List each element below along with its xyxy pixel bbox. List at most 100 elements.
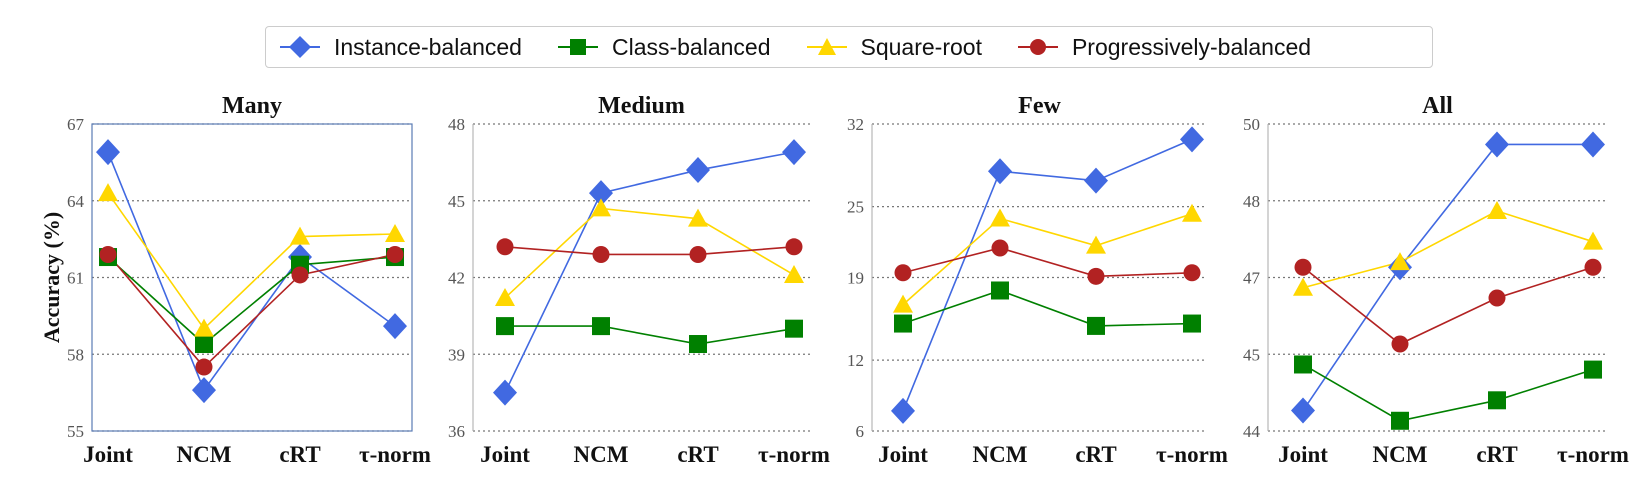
diamond-marker-icon [280, 36, 320, 58]
data-point-diamond [383, 313, 407, 340]
data-point-triangle [1182, 203, 1202, 222]
data-point-circle [592, 245, 610, 263]
series-line-square [902, 289, 1193, 327]
series-line-triangle [1302, 210, 1594, 289]
x-tick-label: cRT [677, 442, 718, 467]
data-point-triangle [1390, 252, 1410, 271]
x-tick-label: τ-norm [1557, 442, 1629, 467]
data-point-diamond [1084, 167, 1108, 194]
y-tick-label: 67 [67, 115, 85, 134]
y-tick-label: 39 [448, 345, 465, 364]
data-point-square [592, 317, 610, 336]
data-point-square [1488, 391, 1506, 410]
chart-title: Medium [598, 93, 685, 119]
data-point-triangle [290, 226, 310, 245]
data-point-diamond [96, 139, 120, 166]
y-tick-label: 36 [448, 422, 465, 441]
series-line-triangle [902, 212, 1193, 306]
legend-item-square-root: Square-root [806, 34, 982, 61]
data-point-circle [99, 245, 117, 263]
x-tick-label: τ-norm [359, 442, 431, 467]
y-tick-label: 42 [448, 269, 465, 288]
data-point-square [1294, 355, 1312, 374]
data-point-diamond [1291, 397, 1315, 424]
data-point-triangle [194, 318, 214, 337]
data-point-circle [1584, 258, 1602, 276]
legend-item-progressively-balanced: Progressively-balanced [1017, 33, 1312, 61]
y-tick-label: 25 [847, 198, 864, 217]
data-point-circle [785, 238, 803, 256]
x-tick-label: NCM [973, 442, 1028, 467]
data-point-diamond [589, 180, 613, 207]
data-point-diamond [686, 157, 710, 184]
data-point-square [894, 314, 912, 333]
x-tick-label: cRT [279, 442, 320, 467]
data-point-triangle [1583, 231, 1603, 250]
x-tick-label: NCM [1373, 442, 1428, 467]
data-point-circle [991, 239, 1009, 257]
data-point-circle [1391, 335, 1409, 353]
data-point-circle [1294, 258, 1312, 276]
y-tick-label: 45 [1243, 345, 1260, 364]
data-point-square [496, 317, 514, 336]
data-point-diamond [891, 397, 915, 424]
series-line-circle [902, 247, 1193, 278]
y-tick-label: 48 [1243, 192, 1260, 211]
legend-label: Progressively-balanced [1071, 33, 1312, 60]
data-point-diamond [988, 158, 1012, 185]
series-line-diamond [902, 138, 1193, 412]
y-tick-label: 32 [847, 115, 864, 134]
data-point-triangle [385, 224, 405, 243]
y-tick-label: 55 [67, 422, 84, 441]
y-tick-label: 12 [847, 351, 864, 370]
data-point-diamond [1485, 131, 1509, 158]
y-tick-label: 48 [448, 115, 465, 134]
data-point-diamond [192, 377, 216, 404]
x-tick-label: NCM [574, 442, 629, 467]
series-line-diamond [1302, 143, 1593, 411]
y-tick-label: 50 [1243, 115, 1260, 134]
data-point-circle [1183, 264, 1201, 282]
data-point-triangle [591, 198, 611, 217]
series-line-circle [504, 246, 795, 256]
data-point-triangle [784, 264, 804, 283]
legend-item-instance-balanced: Instance-balanced [280, 34, 522, 61]
legend-label: Instance-balanced [334, 33, 522, 60]
data-point-circle [386, 245, 404, 263]
chart-title: All [1422, 93, 1453, 119]
data-point-square [689, 335, 707, 354]
series-line-triangle [107, 192, 396, 330]
x-tick-label: cRT [1476, 442, 1517, 467]
data-point-diamond [1180, 126, 1204, 153]
triangle-marker-icon [806, 38, 847, 55]
data-point-square [1087, 316, 1105, 335]
legend-label: Class-balanced [611, 33, 771, 60]
data-point-circle [1087, 267, 1105, 285]
y-tick-label: 45 [448, 192, 465, 211]
data-point-triangle [495, 287, 515, 306]
data-point-square [195, 335, 213, 354]
data-point-square [785, 319, 803, 338]
data-point-square [991, 281, 1009, 300]
data-point-triangle [1086, 235, 1106, 254]
plot-frame [91, 123, 413, 432]
data-point-circle [291, 266, 309, 284]
data-point-circle [496, 238, 514, 256]
data-point-circle [195, 358, 213, 376]
data-point-square [1183, 314, 1201, 333]
y-tick-label: 19 [847, 269, 864, 288]
x-tick-label: Joint [83, 442, 133, 467]
data-point-triangle [98, 183, 118, 202]
series-line-triangle [504, 207, 795, 299]
data-point-square [1584, 360, 1602, 379]
legend: Instance-balanced Class-balanced Square-… [265, 26, 1433, 68]
series-line-square [107, 256, 396, 346]
legend-item-class-balanced: Class-balanced [557, 33, 771, 61]
series-line-square [505, 325, 795, 345]
data-point-triangle [1487, 200, 1507, 219]
y-tick-label: 47 [1243, 269, 1261, 288]
data-point-triangle [990, 208, 1010, 227]
data-point-diamond [493, 379, 517, 406]
y-tick-label: 61 [67, 269, 84, 288]
